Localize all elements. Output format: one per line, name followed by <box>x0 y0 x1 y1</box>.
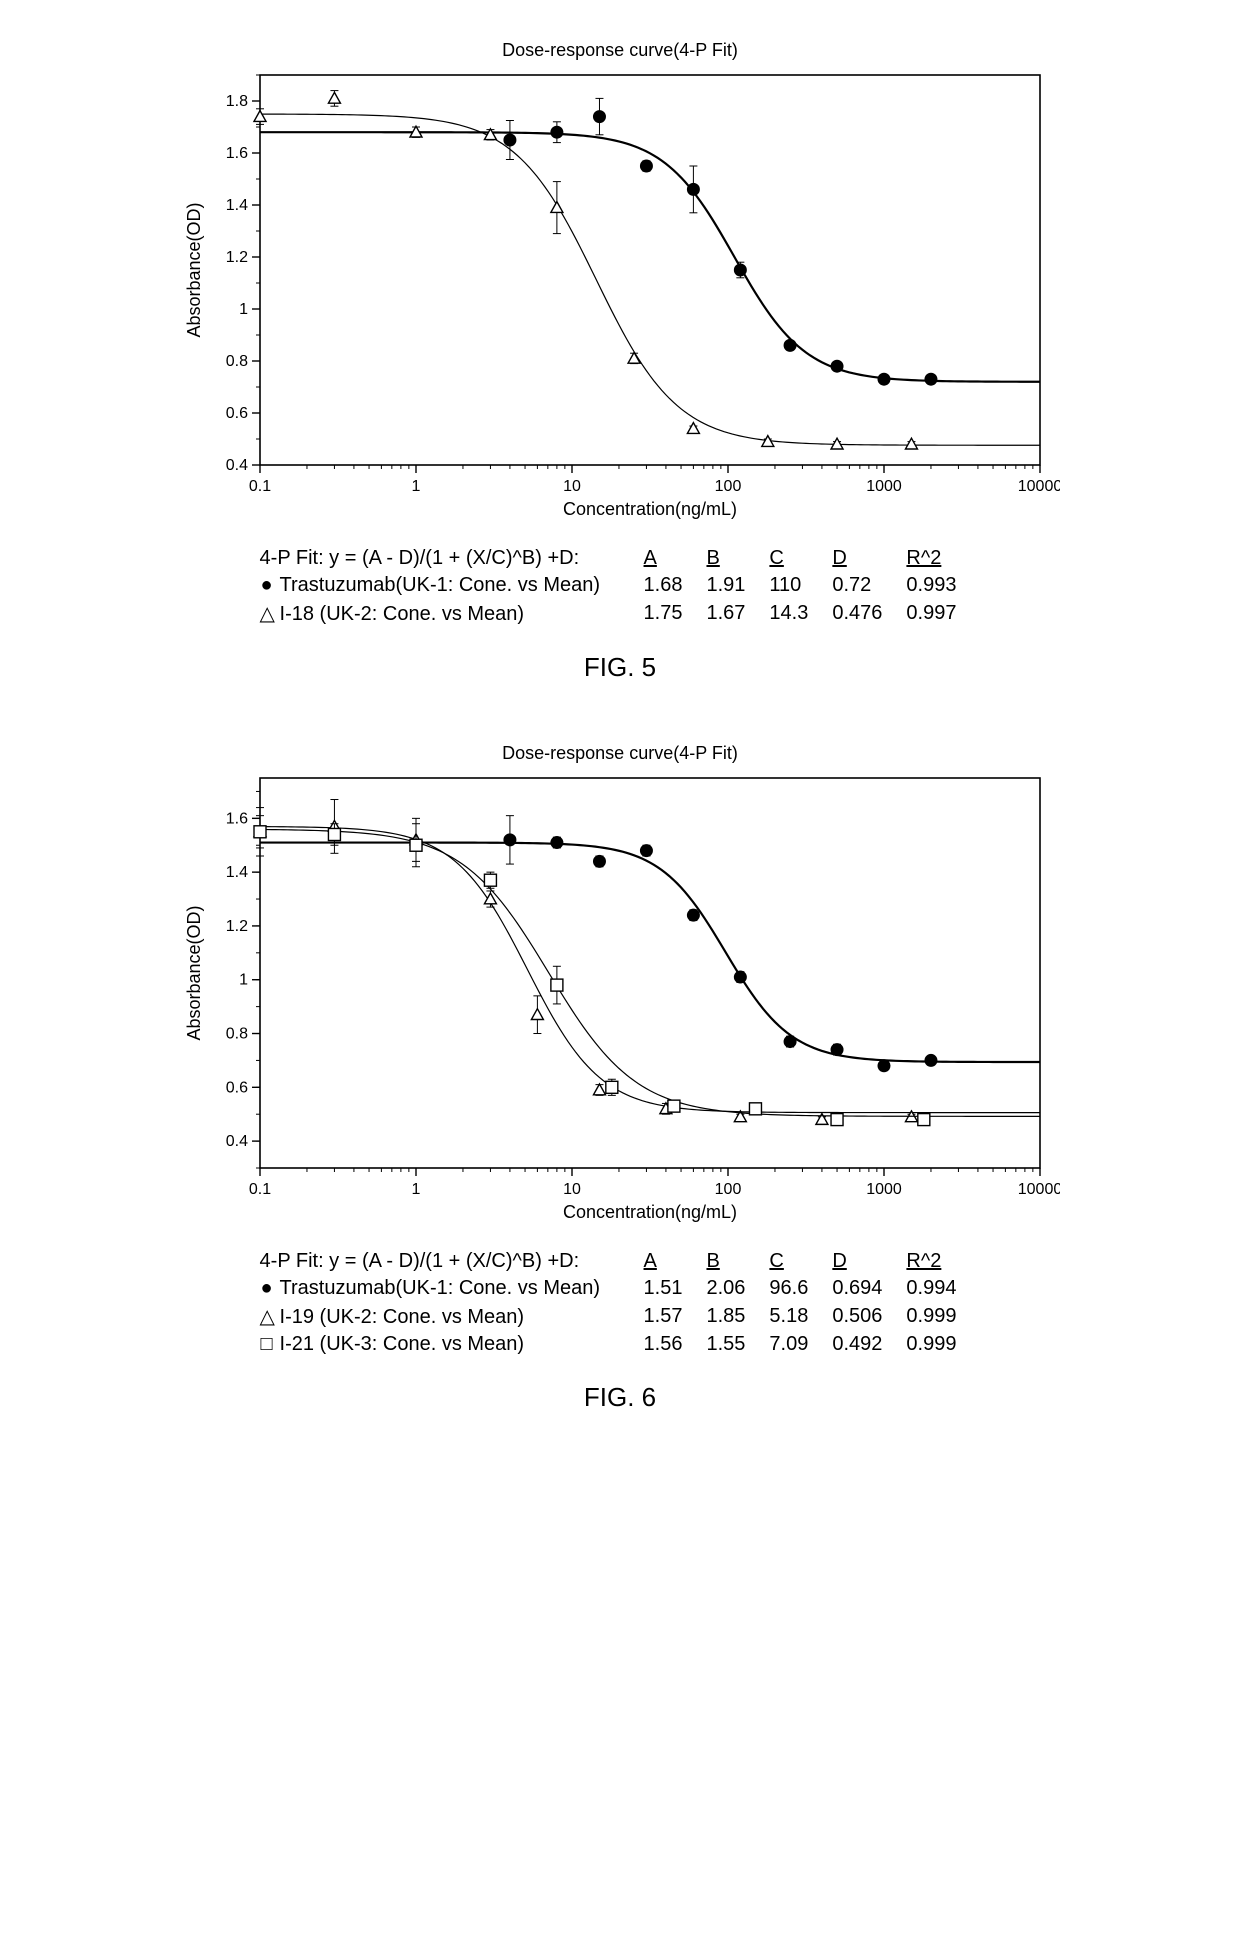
svg-text:1000: 1000 <box>866 1181 902 1198</box>
svg-text:1.6: 1.6 <box>226 810 248 827</box>
fit-row-label: Trastuzumab(UK-1: Cone. vs Mean) <box>280 574 600 596</box>
svg-text:100: 100 <box>715 478 742 495</box>
fit-equation: 4-P Fit: y = (A - D)/(1 + (X/C)^B) +D: <box>260 1248 644 1275</box>
fit-row-value: 7.09 <box>769 1331 832 1358</box>
svg-text:1: 1 <box>239 972 248 989</box>
svg-text:0.6: 0.6 <box>226 405 248 422</box>
fit-header: B <box>706 545 769 572</box>
fit-header: B <box>706 1248 769 1275</box>
svg-text:0.6: 0.6 <box>226 1079 248 1096</box>
fit-row-value: 0.694 <box>832 1275 906 1302</box>
fit-row-label: Trastuzumab(UK-1: Cone. vs Mean) <box>280 1277 600 1299</box>
fit-row-value: 1.56 <box>644 1331 707 1358</box>
fit-header: D <box>832 1248 906 1275</box>
fit-row-value: 1.91 <box>706 572 769 599</box>
fit-header: A <box>644 1248 707 1275</box>
fit-row-value: 1.75 <box>644 599 707 628</box>
fit-row-value: 0.997 <box>906 599 980 628</box>
fit-header: R^2 <box>906 1248 980 1275</box>
fit-row: △I-19 (UK-2: Cone. vs Mean)1.571.855.180… <box>260 1302 981 1331</box>
fit-params-table: 4-P Fit: y = (A - D)/(1 + (X/C)^B) +D:AB… <box>260 1248 981 1358</box>
svg-text:1.8: 1.8 <box>226 93 248 110</box>
fit-row: ● Trastuzumab(UK-1: Cone. vs Mean) 1.681.9… <box>260 572 981 599</box>
svg-text:10: 10 <box>563 478 581 495</box>
fit-row-value: 96.6 <box>769 1275 832 1302</box>
fit-row-value: 1.57 <box>644 1302 707 1331</box>
fit-params-table: 4-P Fit: y = (A - D)/(1 + (X/C)^B) +D:AB… <box>260 545 981 628</box>
svg-text:Absorbance(OD): Absorbance(OD) <box>184 905 204 1040</box>
fit-row-value: 1.55 <box>706 1331 769 1358</box>
chart-title: Dose-response curve(4-P Fit) <box>60 743 1180 764</box>
figure-block: Dose-response curve(4-P Fit) 0.40.60.811… <box>60 40 1180 683</box>
fit-header: D <box>832 545 906 572</box>
legend-marker-icon: ● <box>260 574 274 597</box>
legend-marker-icon: △ <box>260 601 274 626</box>
fit-row-value: 0.993 <box>906 572 980 599</box>
svg-text:1: 1 <box>412 478 421 495</box>
svg-text:0.1: 0.1 <box>249 478 271 495</box>
svg-text:Concentration(ng/mL): Concentration(ng/mL) <box>563 499 737 519</box>
fit-row: △I-18 (UK-2: Cone. vs Mean)1.751.6714.30… <box>260 599 981 628</box>
svg-text:0.1: 0.1 <box>249 1181 271 1198</box>
fit-row-label: I-19 (UK-2: Cone. vs Mean) <box>280 1306 525 1328</box>
dose-response-chart: 0.4 0.6 0.8 1 1.2 1.4 1.6 0.1 1 10 100 1000 10000 Con… <box>180 768 1060 1228</box>
svg-text:10000: 10000 <box>1018 1181 1060 1198</box>
svg-text:1.6: 1.6 <box>226 145 248 162</box>
svg-text:1000: 1000 <box>866 478 902 495</box>
legend-marker-icon: ● <box>260 1277 274 1300</box>
fit-row-value: 0.72 <box>832 572 906 599</box>
fit-header: R^2 <box>906 545 980 572</box>
figure-caption: FIG. 6 <box>60 1382 1180 1413</box>
fit-row-value: 0.994 <box>906 1275 980 1302</box>
svg-text:1.2: 1.2 <box>226 918 248 935</box>
fit-equation: 4-P Fit: y = (A - D)/(1 + (X/C)^B) +D: <box>260 545 644 572</box>
fit-row-value: 0.476 <box>832 599 906 628</box>
fit-row-value: 14.3 <box>769 599 832 628</box>
fit-row-value: 2.06 <box>706 1275 769 1302</box>
fit-header: A <box>644 545 707 572</box>
svg-text:1: 1 <box>412 1181 421 1198</box>
legend-marker-icon: □ <box>260 1333 274 1356</box>
fit-row-value: 0.492 <box>832 1331 906 1358</box>
dose-response-chart: 0.4 0.6 0.8 1 1.2 1.4 1.6 1.8 0.1 1 10 100 1000 10000… <box>180 65 1060 525</box>
fit-row-label: I-21 (UK-3: Cone. vs Mean) <box>280 1333 525 1355</box>
fit-row-value: 5.18 <box>769 1302 832 1331</box>
svg-text:100: 100 <box>715 1181 742 1198</box>
fit-row-value: 1.68 <box>644 572 707 599</box>
svg-text:Concentration(ng/mL): Concentration(ng/mL) <box>563 1202 737 1222</box>
svg-text:Absorbance(OD): Absorbance(OD) <box>184 202 204 337</box>
legend-marker-icon: △ <box>260 1304 274 1329</box>
svg-text:10: 10 <box>563 1181 581 1198</box>
figure-caption: FIG. 5 <box>60 652 1180 683</box>
fit-row-label: I-18 (UK-2: Cone. vs Mean) <box>280 603 525 625</box>
svg-text:1.4: 1.4 <box>226 197 248 214</box>
svg-text:1.2: 1.2 <box>226 249 248 266</box>
fit-row: ● Trastuzumab(UK-1: Cone. vs Mean) 1.512.0… <box>260 1275 981 1302</box>
fit-row-value: 0.506 <box>832 1302 906 1331</box>
svg-text:10000: 10000 <box>1018 478 1060 495</box>
fit-row-value: 0.999 <box>906 1302 980 1331</box>
fit-row-value: 1.85 <box>706 1302 769 1331</box>
fit-row-value: 110 <box>769 572 832 599</box>
svg-text:1.4: 1.4 <box>226 864 248 881</box>
svg-text:0.8: 0.8 <box>226 353 248 370</box>
svg-text:0.4: 0.4 <box>226 1133 248 1150</box>
svg-text:1: 1 <box>239 301 248 318</box>
fit-header: C <box>769 545 832 572</box>
svg-text:0.4: 0.4 <box>226 457 248 474</box>
fit-row-value: 1.67 <box>706 599 769 628</box>
fit-row-value: 0.999 <box>906 1331 980 1358</box>
fit-row-value: 1.51 <box>644 1275 707 1302</box>
fit-header: C <box>769 1248 832 1275</box>
svg-text:0.8: 0.8 <box>226 1026 248 1043</box>
figure-block: Dose-response curve(4-P Fit) 0.4 0.6 0.8 1 1… <box>60 743 1180 1413</box>
fit-row: □I-21 (UK-3: Cone. vs Mean)1.561.557.090… <box>260 1331 981 1358</box>
chart-title: Dose-response curve(4-P Fit) <box>60 40 1180 61</box>
